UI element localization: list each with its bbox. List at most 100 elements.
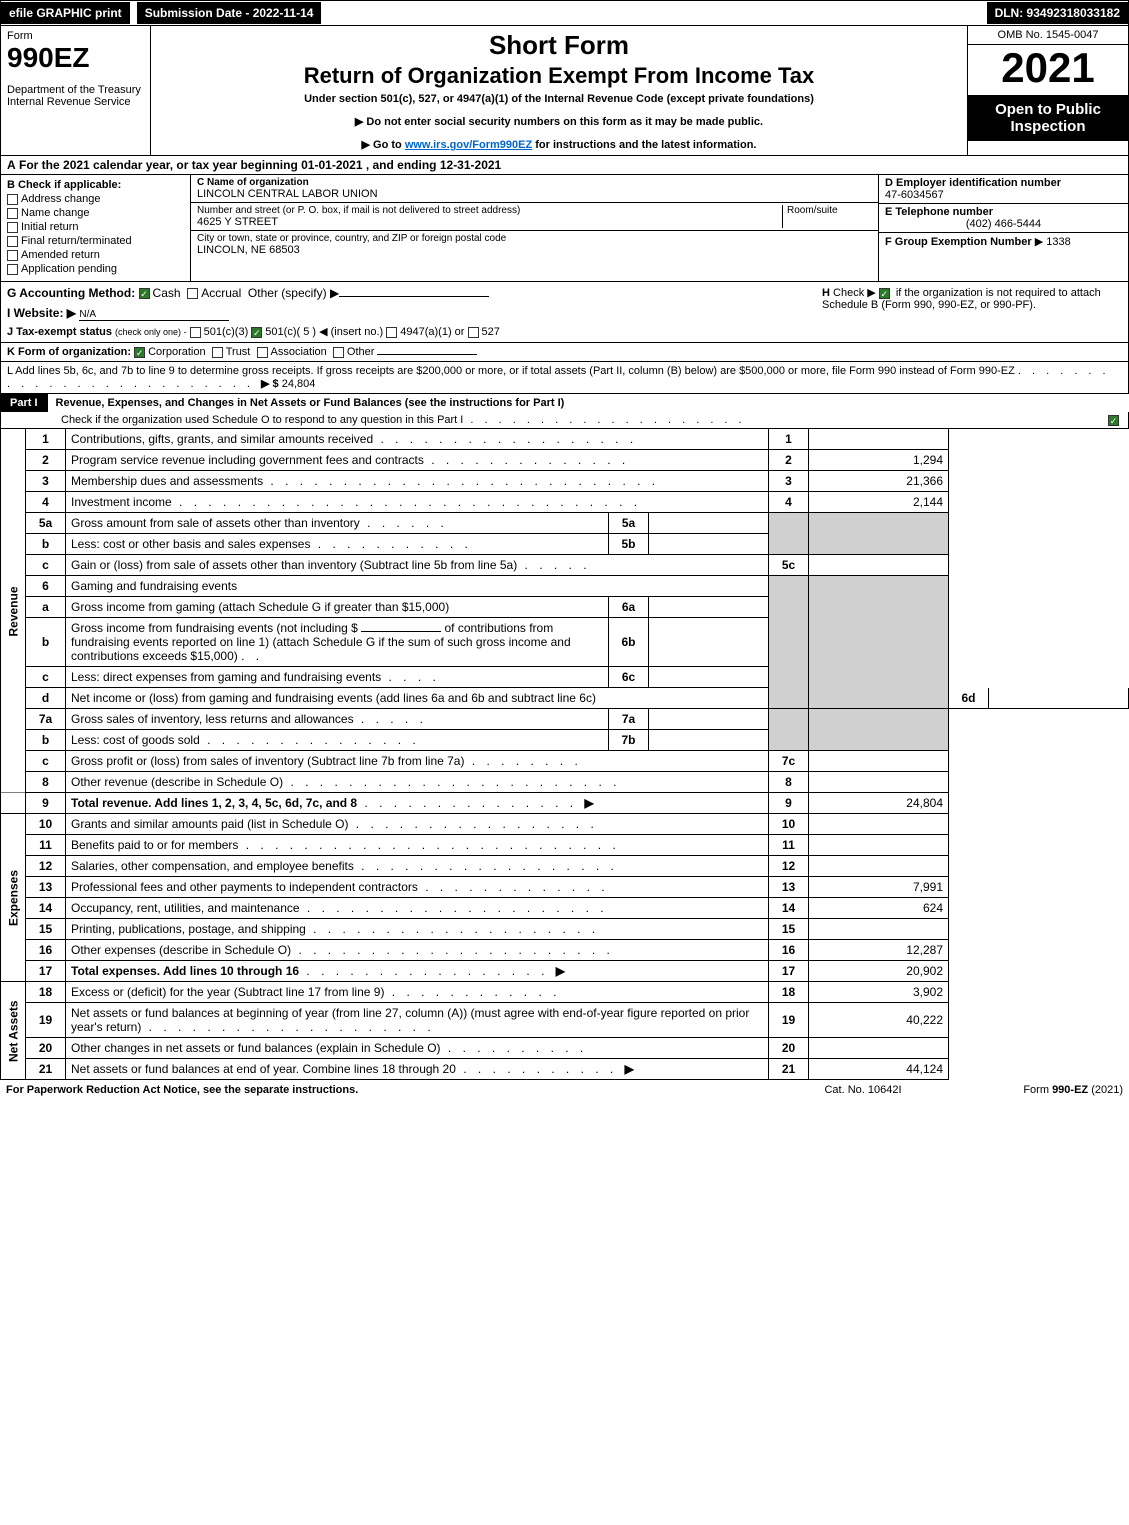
- l3-rval: 21,366: [809, 471, 949, 492]
- j-o4: 527: [482, 326, 500, 338]
- chk-amended-return[interactable]: Amended return: [7, 249, 184, 261]
- line-4: 4 Investment income . . . . . . . . . . …: [1, 492, 1129, 513]
- l9-rnum: 9: [769, 793, 809, 814]
- chk-final-return[interactable]: Final return/terminated: [7, 235, 184, 247]
- l6d-desc: Net income or (loss) from gaming and fun…: [71, 691, 596, 705]
- top-bar: efile GRAPHIC print Submission Date - 20…: [0, 0, 1129, 26]
- row-l: L Add lines 5b, 6c, and 7b to line 9 to …: [0, 362, 1129, 394]
- l7c-rnum: 7c: [769, 751, 809, 772]
- footer-right: Form 990-EZ (2021): [963, 1084, 1123, 1096]
- l5b-sv: [649, 534, 769, 555]
- chk-corporation[interactable]: [134, 347, 145, 358]
- col-c: C Name of organization LINCOLN CENTRAL L…: [191, 175, 878, 281]
- l6b-sn: 6b: [609, 618, 649, 667]
- l8-num: 8: [26, 772, 66, 793]
- chk-schedule-o[interactable]: [1108, 415, 1119, 426]
- l12-rnum: 12: [769, 856, 809, 877]
- tel-label: E Telephone number: [885, 206, 1122, 218]
- chk-accrual[interactable]: [187, 288, 198, 299]
- goto-post: for instructions and the latest informat…: [532, 139, 756, 151]
- row-a-text: For the 2021 calendar year, or tax year …: [19, 158, 501, 172]
- lines-table: Revenue 1 Contributions, gifts, grants, …: [0, 429, 1129, 1080]
- expenses-side-label: Expenses: [1, 814, 26, 982]
- l6d-num: d: [26, 688, 66, 709]
- line-6d: d Net income or (loss) from gaming and f…: [1, 688, 1129, 709]
- chk-application-pending[interactable]: Application pending: [7, 263, 184, 275]
- j-o2: 501(c)( 5 ) ◀ (insert no.): [265, 326, 383, 338]
- org-address: 4625 Y STREET: [197, 216, 782, 228]
- chk-cash[interactable]: [139, 288, 150, 299]
- l5a-desc: Gross amount from sale of assets other t…: [71, 516, 360, 530]
- l6c-num: c: [26, 667, 66, 688]
- h-lead: H: [822, 287, 830, 299]
- g-other-slot[interactable]: [339, 296, 489, 297]
- l8-rval: [809, 772, 949, 793]
- h-text1: Check ▶: [833, 287, 876, 299]
- chk-name-change[interactable]: Name change: [7, 207, 184, 219]
- ein-value: 47-6034567: [885, 189, 1122, 201]
- k-other-slot[interactable]: [377, 354, 477, 355]
- l6b-slot[interactable]: [361, 631, 441, 632]
- g-label: G Accounting Method:: [7, 286, 135, 300]
- j-o3: 4947(a)(1) or: [400, 326, 464, 338]
- form-header: Form 990EZ Department of the Treasury In…: [0, 26, 1129, 156]
- l2-rval: 1,294: [809, 450, 949, 471]
- b-lead: B: [7, 179, 15, 191]
- l6b-d1: Gross income from fundraising events (no…: [71, 621, 358, 635]
- chk-4947[interactable]: [386, 327, 397, 338]
- l3-rnum: 3: [769, 471, 809, 492]
- footer-right-pre: Form: [1023, 1084, 1052, 1096]
- l16-rval: 12,287: [809, 940, 949, 961]
- chk-501c[interactable]: [251, 327, 262, 338]
- l17-rnum: 17: [769, 961, 809, 982]
- k-o2: Trust: [226, 346, 251, 358]
- g-accrual: Accrual: [201, 286, 241, 300]
- l7b-sv: [649, 730, 769, 751]
- l13-num: 13: [26, 877, 66, 898]
- l1-desc: Contributions, gifts, grants, and simila…: [71, 432, 373, 446]
- chk-initial-return[interactable]: Initial return: [7, 221, 184, 233]
- line-7c: c Gross profit or (loss) from sales of i…: [1, 751, 1129, 772]
- l7b-desc: Less: cost of goods sold: [71, 733, 200, 747]
- l17-rval: 20,902: [809, 961, 949, 982]
- l1-rnum: 1: [769, 429, 809, 450]
- part1-note-text: Check if the organization used Schedule …: [61, 414, 463, 426]
- chk-association[interactable]: [257, 347, 268, 358]
- irs-link[interactable]: www.irs.gov/Form990EZ: [405, 139, 532, 151]
- c-name-label: C Name of organization: [197, 177, 872, 188]
- l7a-sn: 7a: [609, 709, 649, 730]
- l13-rval: 7,991: [809, 877, 949, 898]
- l11-rnum: 11: [769, 835, 809, 856]
- chk-527[interactable]: [468, 327, 479, 338]
- chk-schedule-b[interactable]: [879, 288, 890, 299]
- line-6b: b Gross income from fundraising events (…: [1, 618, 1129, 667]
- col-b: B Check if applicable: Address change Na…: [1, 175, 191, 281]
- chk-trust[interactable]: [212, 347, 223, 358]
- l1-num: 1: [26, 429, 66, 450]
- c-city-label: City or town, state or province, country…: [197, 233, 872, 244]
- efile-label[interactable]: efile GRAPHIC print: [1, 2, 130, 24]
- chk-other-org[interactable]: [333, 347, 344, 358]
- l11-num: 11: [26, 835, 66, 856]
- l21-rnum: 21: [769, 1059, 809, 1080]
- line-21: 21 Net assets or fund balances at end of…: [1, 1059, 1129, 1080]
- g-other: Other (specify) ▶: [248, 286, 339, 300]
- l3-num: 3: [26, 471, 66, 492]
- open-to-public: Open to Public Inspection: [968, 95, 1128, 141]
- l5b-sn: 5b: [609, 534, 649, 555]
- l20-num: 20: [26, 1038, 66, 1059]
- goto-note: ▶ Go to www.irs.gov/Form990EZ for instru…: [157, 138, 961, 151]
- l10-rval: [809, 814, 949, 835]
- l18-rval: 3,902: [809, 982, 949, 1003]
- l5c-desc: Gain or (loss) from sale of assets other…: [71, 558, 517, 572]
- short-form-title: Short Form: [157, 30, 961, 61]
- l19-num: 19: [26, 1003, 66, 1038]
- chk-address-change[interactable]: Address change: [7, 193, 184, 205]
- chk-501c3[interactable]: [190, 327, 201, 338]
- l21-rval: 44,124: [809, 1059, 949, 1080]
- l6d-rval: [989, 688, 1129, 709]
- line-5b: b Less: cost or other basis and sales ex…: [1, 534, 1129, 555]
- l6-desc: Gaming and fundraising events: [71, 579, 237, 593]
- l14-rnum: 14: [769, 898, 809, 919]
- l11-rval: [809, 835, 949, 856]
